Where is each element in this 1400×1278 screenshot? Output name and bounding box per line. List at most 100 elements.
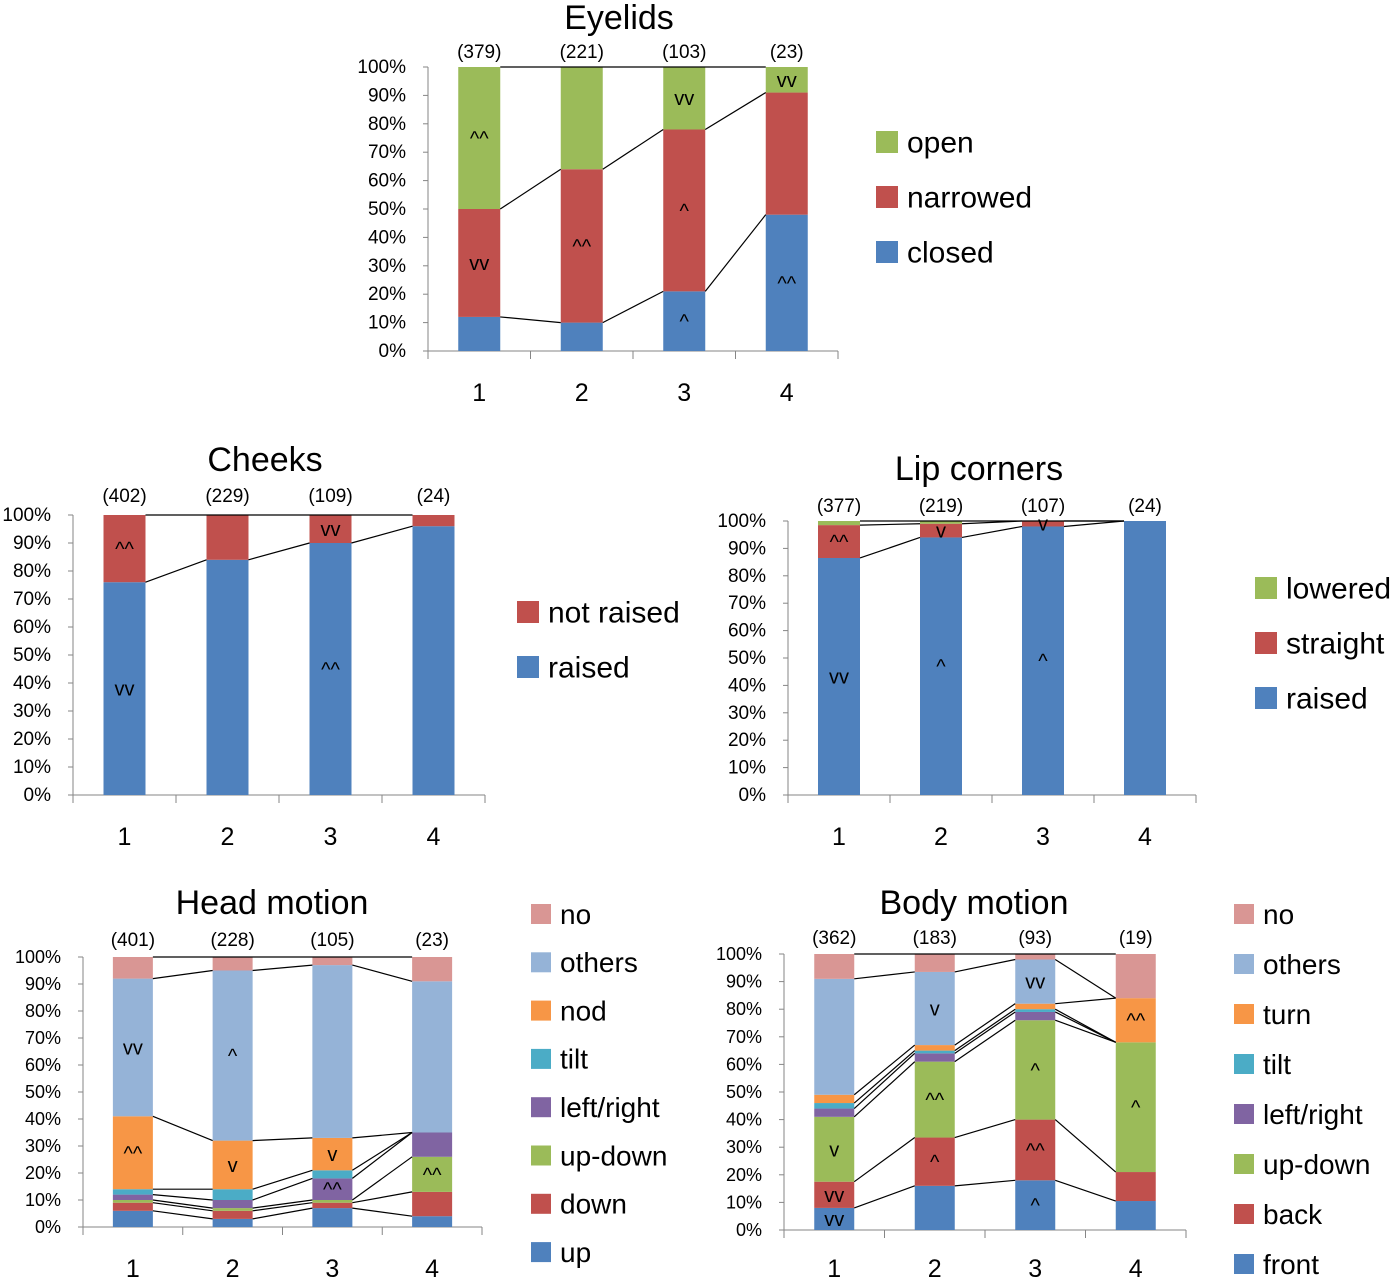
- legend-swatch: [1234, 1254, 1254, 1274]
- y-tick-label: 100%: [2, 505, 51, 526]
- chart-title: Cheeks: [207, 441, 322, 479]
- legend-label: raised: [1286, 683, 1368, 716]
- legend-swatch: [517, 656, 539, 678]
- bar-open-2: [560, 67, 603, 170]
- bar-others-3: [312, 965, 353, 1138]
- bar-open-3: [663, 67, 706, 130]
- y-tick-label: 50%: [728, 648, 766, 669]
- y-tick-label: 40%: [25, 1109, 61, 1129]
- legend-swatch: [1234, 904, 1254, 924]
- legend-swatch: [876, 241, 898, 263]
- series-line: [152, 1199, 213, 1209]
- y-tick-label: 10%: [726, 1192, 762, 1212]
- series-line: [854, 971, 915, 980]
- bar-narrowed-1: [458, 209, 501, 317]
- x-tick-label: 1: [472, 379, 486, 407]
- count-label: (24): [417, 486, 451, 507]
- series-line: [704, 92, 767, 130]
- significance-marker: ^: [680, 311, 690, 333]
- bar-no-2: [212, 957, 253, 971]
- bar-left-right-1: [814, 1108, 855, 1117]
- x-tick-label: 1: [126, 1255, 140, 1278]
- significance-marker: ^^: [115, 539, 134, 561]
- bar-turn-1: [814, 1094, 855, 1104]
- count-label: (103): [662, 42, 706, 63]
- legend-swatch: [1234, 1054, 1254, 1074]
- significance-marker: vv: [824, 1185, 844, 1207]
- bar-others-4: [412, 981, 453, 1133]
- x-tick-label: 1: [118, 823, 132, 851]
- x-tick-label: 4: [427, 823, 441, 851]
- series-line: [1055, 997, 1116, 1005]
- bar-down-2: [212, 1210, 253, 1219]
- legend-label: narrowed: [907, 182, 1032, 215]
- series-line: [853, 1044, 916, 1096]
- legend-swatch: [1255, 687, 1277, 709]
- legend-label: straight: [1286, 628, 1385, 661]
- y-tick-label: 90%: [726, 972, 762, 992]
- significance-marker: ^^: [323, 1179, 342, 1201]
- legend-label: lowered: [1286, 573, 1391, 606]
- y-tick-label: 70%: [13, 589, 51, 610]
- bar-no-3: [312, 957, 353, 966]
- bar-others-1: [112, 978, 153, 1117]
- y-tick-label: 30%: [726, 1137, 762, 1157]
- x-tick-label: 2: [934, 823, 948, 851]
- series-line: [248, 542, 310, 561]
- count-label: (402): [102, 486, 146, 507]
- bar-nod-2: [212, 1140, 253, 1190]
- y-tick-label: 90%: [25, 974, 61, 994]
- significance-marker: ^^: [470, 128, 489, 150]
- count-label: (228): [210, 930, 254, 951]
- count-label: (19): [1119, 928, 1153, 949]
- significance-marker: ^: [680, 200, 690, 222]
- significance-marker: ^: [936, 656, 946, 678]
- x-tick-label: 4: [1129, 1255, 1143, 1278]
- bar-up-3: [312, 1208, 353, 1227]
- series-line: [854, 1185, 915, 1209]
- legend-label: up: [560, 1237, 591, 1268]
- y-tick-label: 60%: [726, 1054, 762, 1074]
- legend-swatch: [876, 186, 898, 208]
- bar-no-3: [1015, 954, 1056, 960]
- series-line: [961, 525, 1023, 539]
- bar-lowered-2: [920, 521, 962, 524]
- y-tick-label: 0%: [24, 785, 52, 806]
- series-line: [954, 1119, 1016, 1139]
- series-line: [352, 1191, 413, 1204]
- bar-no-4: [412, 957, 453, 982]
- bar-up-down-2: [914, 1061, 955, 1138]
- bar-left-right-2: [212, 1200, 253, 1209]
- x-tick-label: 3: [1036, 823, 1050, 851]
- significance-marker: ^: [228, 1046, 238, 1068]
- count-label: (23): [770, 42, 804, 63]
- legend-swatch: [1255, 577, 1277, 599]
- series-line: [853, 1137, 916, 1183]
- x-tick-label: 4: [1138, 823, 1152, 851]
- bar-turn-4: [1115, 998, 1156, 1043]
- bar-left-right-2: [914, 1053, 955, 1062]
- y-tick-label: 30%: [368, 256, 406, 277]
- bar-narrowed-2: [560, 169, 603, 323]
- y-tick-label: 50%: [25, 1082, 61, 1102]
- bar-front-3: [1015, 1180, 1056, 1230]
- series-line: [252, 1137, 313, 1142]
- count-label: (219): [919, 496, 963, 517]
- significance-marker: v: [327, 1144, 337, 1166]
- significance-marker: v: [930, 999, 940, 1021]
- bar-down-1: [112, 1202, 153, 1211]
- bar-up-down-3: [312, 1200, 353, 1203]
- y-tick-label: 20%: [13, 729, 51, 750]
- bar-front-1: [814, 1207, 855, 1230]
- y-tick-label: 90%: [368, 85, 406, 106]
- legend-swatch: [531, 1097, 551, 1118]
- series-line: [500, 316, 561, 324]
- y-tick-label: 60%: [368, 171, 406, 192]
- legend-label: others: [560, 947, 638, 978]
- bar-narrowed-3: [663, 129, 706, 292]
- count-label: (24): [1128, 496, 1162, 517]
- y-tick-label: 10%: [368, 313, 406, 334]
- bar-raised-2: [206, 559, 249, 795]
- series-line: [352, 1131, 413, 1171]
